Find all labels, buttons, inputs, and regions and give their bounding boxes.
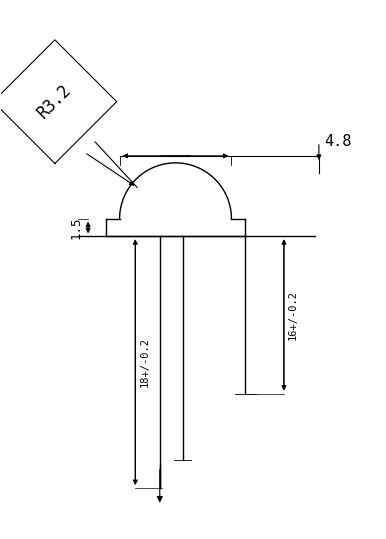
Text: R3.2: R3.2 [34, 81, 75, 122]
Text: 18+/-0.2: 18+/-0.2 [139, 337, 149, 387]
Text: 4.8: 4.8 [324, 134, 352, 149]
Text: 1.5: 1.5 [70, 216, 83, 239]
Text: 16+/-0.2: 16+/-0.2 [288, 290, 298, 340]
